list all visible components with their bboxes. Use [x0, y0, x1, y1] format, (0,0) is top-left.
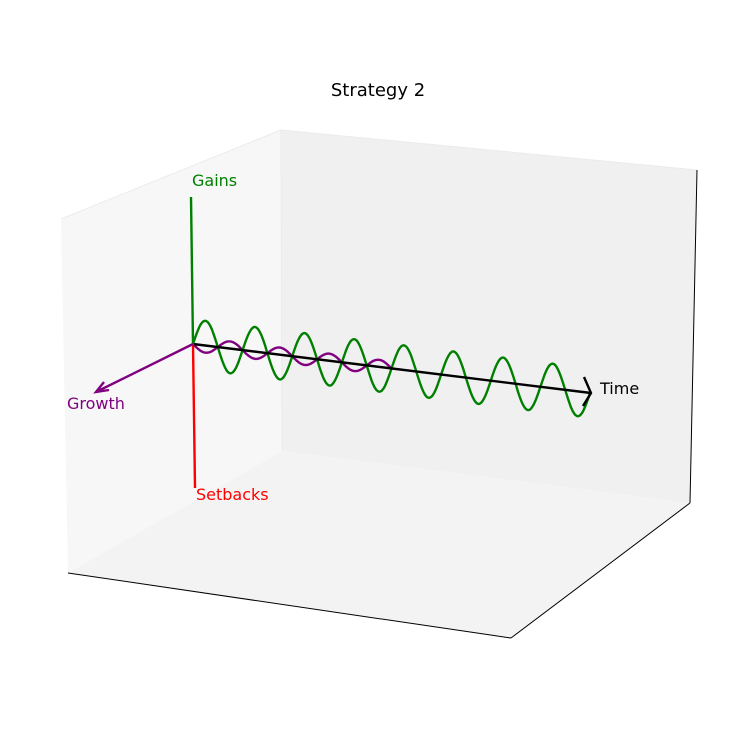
- axis-arrowhead-growth: [93, 381, 110, 394]
- chart-3d-panes: [60, 129, 698, 639]
- axis-label-gains: Gains: [192, 171, 237, 190]
- floor-pane: [68, 451, 690, 638]
- pane-edge-front: [67, 572, 512, 639]
- axis-label-time: Time: [599, 379, 639, 398]
- pane-edge-side: [510, 502, 691, 639]
- axis-arrowhead-time: [581, 376, 593, 407]
- pane-edge-right: [689, 169, 698, 504]
- chart-title: Strategy 2: [331, 80, 425, 101]
- axis-arrow-gains: [189, 196, 195, 345]
- back-pane: [281, 130, 697, 503]
- axis-arrow-time: [192, 342, 592, 395]
- chart-axis-arrows: Time Gains Setbacks Growth: [67, 171, 639, 504]
- pane-edge-back: [280, 129, 283, 452]
- axis-arrow-setbacks: [191, 343, 197, 489]
- axis-arrow-growth: [95, 342, 194, 394]
- axis-label-setbacks: Setbacks: [196, 485, 269, 504]
- left-pane: [61, 130, 282, 573]
- axis-label-growth: Growth: [67, 394, 125, 413]
